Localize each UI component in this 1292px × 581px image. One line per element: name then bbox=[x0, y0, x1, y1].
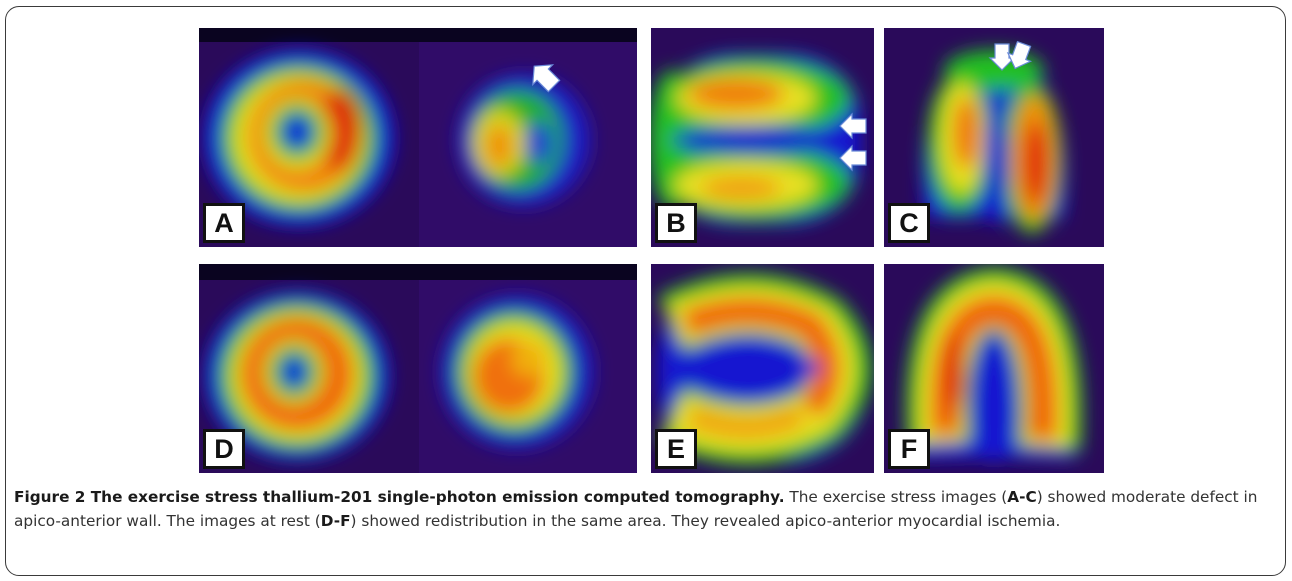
panel-e-rest-long-axis: E bbox=[651, 264, 874, 473]
panel-f-rest-vertical-long-axis: F bbox=[884, 264, 1104, 473]
arrow-icon bbox=[532, 64, 561, 93]
spect-image-f bbox=[884, 264, 1104, 473]
arrow-icon bbox=[1006, 40, 1033, 70]
caption-ref-rest: D-F bbox=[320, 512, 351, 530]
panel-label-e: E bbox=[655, 429, 697, 469]
arrow-icon bbox=[839, 112, 867, 140]
spect-image-c bbox=[884, 28, 1104, 247]
caption-text-1: The exercise stress images ( bbox=[784, 488, 1008, 506]
caption-ref-stress: A-C bbox=[1007, 488, 1037, 506]
spect-image-e bbox=[651, 264, 874, 473]
panel-label-c: C bbox=[888, 203, 930, 243]
panel-label-b: B bbox=[655, 203, 697, 243]
figure-caption: Figure 2 The exercise stress thallium-20… bbox=[14, 485, 1264, 533]
caption-text-3: ) showed redistribution in the same area… bbox=[350, 512, 1061, 530]
spect-image-b bbox=[651, 28, 874, 247]
spect-image-d bbox=[199, 264, 637, 473]
panel-label-a: A bbox=[203, 203, 245, 243]
panel-d-rest-short-axis: D bbox=[199, 264, 637, 473]
caption-title: Figure 2 The exercise stress thallium-20… bbox=[14, 488, 785, 506]
panel-label-f: F bbox=[888, 429, 930, 469]
caption-text-2: ) showed moderate defect in apico-anteri… bbox=[14, 488, 1258, 530]
panel-label-d: D bbox=[203, 429, 245, 469]
spect-image-a bbox=[199, 28, 637, 247]
arrow-icon bbox=[839, 144, 867, 172]
panel-a-stress-short-axis: A bbox=[199, 28, 637, 247]
panel-b-stress-long-axis: B bbox=[651, 28, 874, 247]
panel-c-stress-vertical-long-axis: C bbox=[884, 28, 1104, 247]
